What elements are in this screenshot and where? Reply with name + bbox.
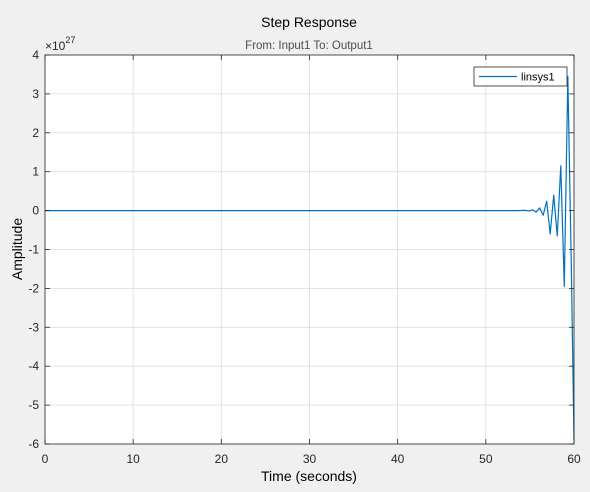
y-tick-label: -1 <box>28 243 39 257</box>
chart-title: Step Response <box>261 14 357 30</box>
x-tick-label: 60 <box>567 452 581 466</box>
y-tick-label: -3 <box>28 320 39 334</box>
chart-subtitle: From: Input1 To: Output1 <box>245 40 373 52</box>
x-tick-label: 20 <box>215 452 229 466</box>
x-tick-label: 10 <box>126 452 140 466</box>
x-tick-label: 50 <box>479 452 493 466</box>
legend-box <box>473 66 568 87</box>
y-tick-label: 1 <box>32 165 39 179</box>
y-exponent-label: ×1027 <box>45 35 75 53</box>
legend: linsys1 <box>473 66 568 87</box>
y-tick-label: 2 <box>32 126 39 140</box>
y-axis-label: Amplitude <box>9 218 25 280</box>
y-tick-label: -4 <box>28 359 39 373</box>
x-tick-label: 0 <box>42 452 49 466</box>
series-group <box>45 75 575 441</box>
x-axis-label: Time (seconds) <box>261 468 357 484</box>
tick-group: 0 10 20 30 40 50 60 -6 -5 -4 -3 -2 -1 0 1 2 3 4 <box>28 48 581 466</box>
series-line-linsys1 <box>45 75 575 441</box>
y-exponent-base: ×10 <box>45 39 66 53</box>
x-tick-label: 30 <box>303 452 317 466</box>
y-tick-label: -2 <box>28 281 39 295</box>
y-exponent-power: 27 <box>65 35 75 45</box>
x-tick-label: 40 <box>391 452 405 466</box>
legend-label-linsys1: linsys1 <box>521 72 555 84</box>
y-tick-label: 3 <box>32 87 39 101</box>
y-tick-label: 0 <box>32 204 39 218</box>
y-tick-label: -6 <box>28 437 39 451</box>
y-tick-label: 4 <box>32 48 39 62</box>
y-tick-label: -5 <box>28 398 39 412</box>
